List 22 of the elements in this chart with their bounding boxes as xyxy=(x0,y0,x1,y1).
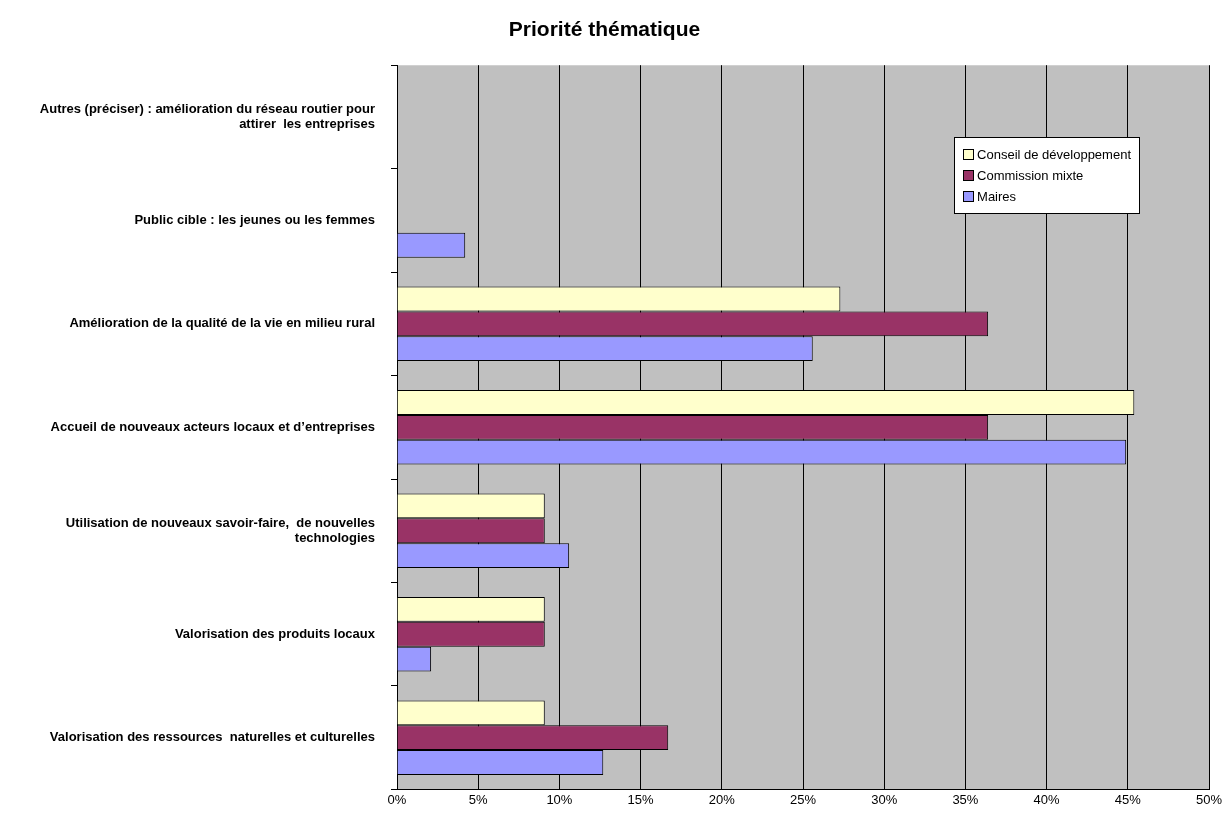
x-tick-label: 20% xyxy=(708,791,736,807)
x-tick-label: 15% xyxy=(627,791,655,807)
legend-label: Commission mixte xyxy=(977,168,1084,183)
y-tick-label: Amélioration de la qualité de la vie en milieu rural xyxy=(69,315,375,331)
legend-label: Conseil de développement xyxy=(977,147,1131,162)
y-tick-label: Utilisation de nouveaux savoir-faire, de nouvelles technologies xyxy=(65,514,375,546)
x-tick-label: 10% xyxy=(546,791,573,807)
y-tick-label: Public cible : les jeunes ou les femmes xyxy=(134,211,375,227)
y-tick-label: Autres (préciser) : amélioration du réseau routier pour attirer les entreprises xyxy=(39,100,375,132)
x-tick-label: 35% xyxy=(952,791,979,807)
x-tick-label: 45% xyxy=(1114,791,1142,807)
x-tick-label: 50% xyxy=(1195,791,1223,807)
y-tick-label: Accueil de nouveaux acteurs locaux et d’entreprises xyxy=(50,418,375,434)
legend-label: Maires xyxy=(977,189,1017,204)
x-tick-label: 30% xyxy=(871,791,898,807)
x-tick-label: 0% xyxy=(387,791,407,807)
x-tick-label: 40% xyxy=(1033,791,1061,807)
chart-title: Priorité thématique xyxy=(508,17,701,41)
y-tick-label: Valorisation des produits locaux xyxy=(174,625,376,641)
y-tick-label: Valorisation des ressources naturelles et culturelles xyxy=(49,729,375,745)
x-tick-label: 25% xyxy=(789,791,817,807)
x-tick-label: 5% xyxy=(468,791,489,807)
